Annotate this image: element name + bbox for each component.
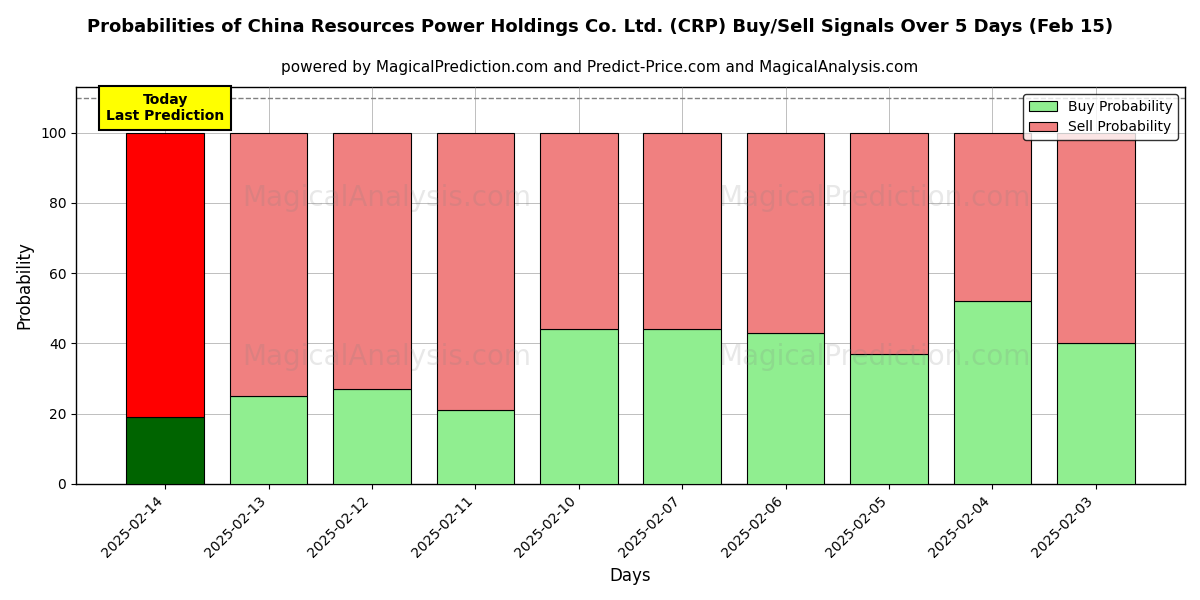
Bar — [746, 333, 824, 484]
Bar — [851, 354, 928, 484]
Bar — [334, 389, 410, 484]
Bar — [851, 133, 928, 354]
Bar — [230, 396, 307, 484]
Bar — [437, 133, 514, 410]
Bar — [126, 133, 204, 417]
Bar — [126, 417, 204, 484]
Bar — [230, 133, 307, 396]
Bar — [334, 133, 410, 389]
Bar — [643, 329, 721, 484]
X-axis label: Days: Days — [610, 567, 652, 585]
Text: Probabilities of China Resources Power Holdings Co. Ltd. (CRP) Buy/Sell Signals : Probabilities of China Resources Power H… — [86, 18, 1114, 36]
Bar — [437, 410, 514, 484]
Bar — [746, 133, 824, 333]
Legend: Buy Probability, Sell Probability: Buy Probability, Sell Probability — [1024, 94, 1178, 140]
Text: powered by MagicalPrediction.com and Predict-Price.com and MagicalAnalysis.com: powered by MagicalPrediction.com and Pre… — [281, 60, 919, 75]
Text: Today
Last Prediction: Today Last Prediction — [106, 93, 224, 123]
Text: MagicalPrediction.com: MagicalPrediction.com — [719, 184, 1031, 212]
Bar — [954, 133, 1031, 301]
Bar — [1057, 133, 1134, 343]
Bar — [954, 301, 1031, 484]
Bar — [643, 133, 721, 329]
Bar — [1057, 343, 1134, 484]
Y-axis label: Probability: Probability — [14, 241, 32, 329]
Text: MagicalPrediction.com: MagicalPrediction.com — [719, 343, 1031, 371]
Bar — [540, 133, 618, 329]
Bar — [540, 329, 618, 484]
Text: MagicalAnalysis.com: MagicalAnalysis.com — [242, 184, 532, 212]
Text: MagicalAnalysis.com: MagicalAnalysis.com — [242, 343, 532, 371]
